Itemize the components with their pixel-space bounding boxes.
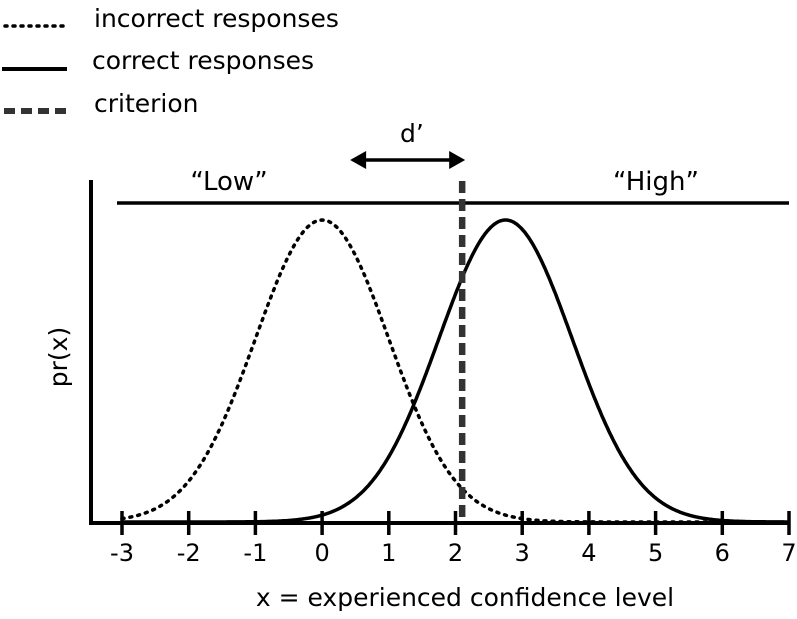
- dprime-arrow-head-left: [350, 151, 367, 169]
- x-axis-label: x = experienced confidence level: [256, 583, 674, 612]
- dprime-arrow-head-right: [449, 151, 466, 169]
- x-tick-label: -3: [110, 539, 134, 567]
- x-tick-label: -1: [243, 539, 267, 567]
- correct-responses-curve: [122, 218, 789, 524]
- x-tick-label: 2: [448, 539, 463, 567]
- x-tick-labels: -3 -2 -1 0 1 2 3 4 5 6 7: [110, 539, 797, 567]
- x-tick-label: 3: [515, 539, 530, 567]
- legend: incorrect responses correct responses cr…: [2, 4, 339, 118]
- region-high-label: “High”: [613, 167, 699, 197]
- x-tick-label: 0: [314, 539, 329, 567]
- legend-criterion-label: criterion: [94, 89, 199, 118]
- x-tick-label: 4: [581, 539, 596, 567]
- dprime-annotation: d’: [350, 119, 466, 169]
- dprime-label: d’: [400, 119, 424, 148]
- x-tick-label: -2: [177, 539, 201, 567]
- x-tick-label: 7: [781, 539, 796, 567]
- x-tick-label: 6: [715, 539, 730, 567]
- legend-correct-label: correct responses: [92, 46, 314, 75]
- incorrect-responses-curve: [120, 218, 718, 524]
- x-tick-label: 5: [648, 539, 663, 567]
- y-axis-label: pr(x): [44, 327, 73, 387]
- region-low-label: “Low”: [190, 167, 267, 197]
- legend-incorrect-label: incorrect responses: [94, 4, 339, 33]
- x-tick-label: 1: [381, 539, 396, 567]
